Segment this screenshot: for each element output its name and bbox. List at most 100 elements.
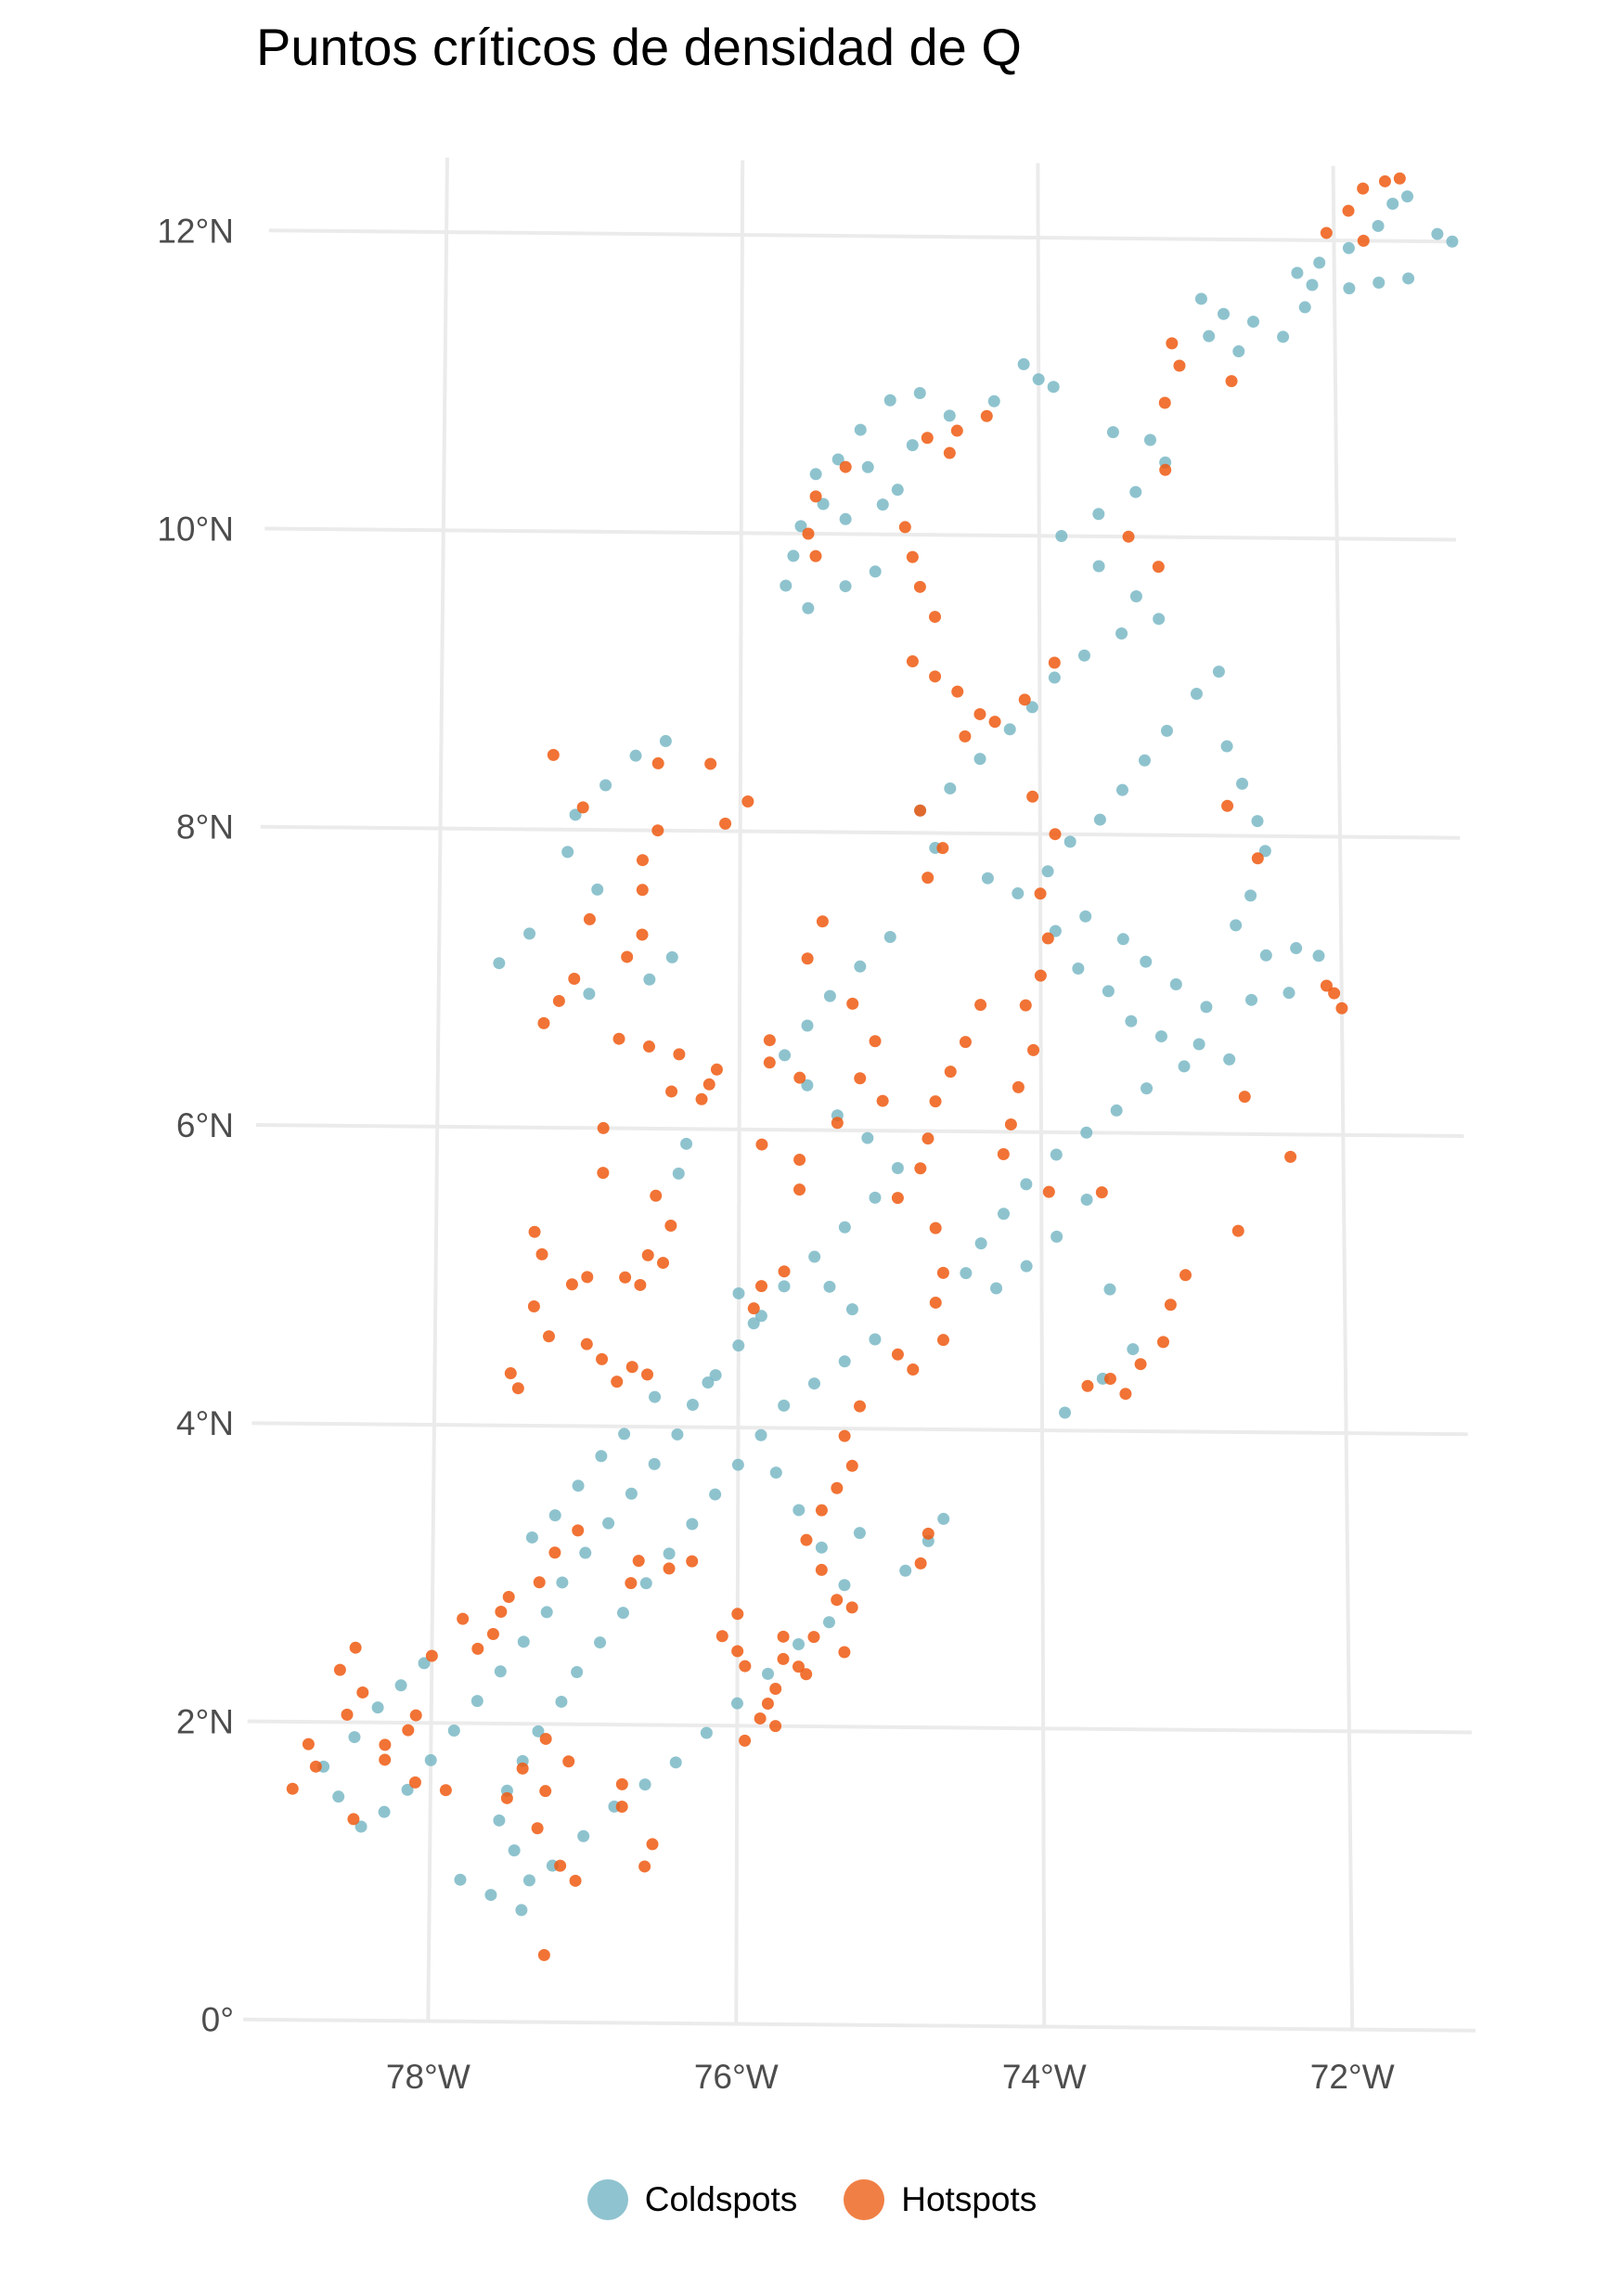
coldspot-point [802,601,815,614]
latitude-gridline [247,1719,1472,1735]
coldspot-point [815,1541,828,1554]
hotspot-point [959,730,972,743]
hotspot-point [838,1429,851,1442]
hotspot-point [944,1066,957,1079]
coldspot-point [944,782,957,795]
coldspot-point [754,1310,767,1323]
hotspot-point [1158,396,1171,409]
hotspot-point [950,424,963,437]
coldspot-point [532,1725,545,1738]
hotspot-point [457,1612,470,1625]
hotspot-point [807,1631,820,1644]
coldspot-point [1115,783,1128,796]
coldspot-point [981,872,994,885]
hotspot-point [612,1032,625,1045]
coldspot-point [899,1564,912,1577]
coldspot-point [1217,307,1230,320]
hotspot-point [951,685,964,698]
hotspot-point [1173,359,1186,372]
hotspot-point [1378,174,1391,187]
hotspot-point [710,1063,723,1076]
latitude-tick-label: 8°N [176,808,234,846]
hotspot-point [611,1376,624,1389]
coldspot-point [663,1547,676,1560]
hotspot-point [1179,1269,1192,1282]
hotspot-point [809,549,822,562]
coldspot-point [793,1504,806,1517]
coldspot-point [779,1049,792,1062]
coldspot-point [1312,950,1325,963]
hotspot-point [922,1132,934,1145]
hotspot-point [673,1048,686,1061]
coldspot-point [577,1829,590,1842]
hotspot-point [309,1760,322,1773]
hotspot-point [906,655,919,668]
coldspot-point [1343,282,1356,295]
hotspots-legend-label: Hotspots [901,2180,1038,2218]
coldspot-point [1092,560,1105,573]
hotspot-point [778,1265,791,1278]
hotspot-point [846,997,859,1010]
hotspot-point [583,912,596,925]
coldspot-point [1223,1053,1236,1066]
coldspot-point [845,1303,858,1316]
latitude-tick-label: 12°N [157,212,234,250]
hotspot-point [763,1034,776,1047]
hotspot-point [800,1533,813,1546]
coldspot-point [1192,1038,1205,1051]
latitude-gridline [268,228,1452,244]
coldspot-point [1049,924,1062,937]
coldspot-point [1092,508,1105,521]
hotspot-point [286,1782,299,1795]
hotspot-point [1041,932,1054,945]
coldspot-point [1342,241,1355,254]
coldspot-point [838,1579,851,1592]
hotspot-point [1357,182,1370,195]
hotspot-point [531,1822,544,1835]
coldspot-point [778,1399,791,1412]
hotspot-point [1156,1336,1169,1349]
hotspot-point [615,1777,628,1790]
latitude-tick-label: 0° [201,2001,234,2039]
hotspot-point [638,1860,651,1873]
coldspot-point [371,1701,384,1714]
coldspot-point [876,498,889,511]
hotspot-point [636,928,649,941]
coldspot-point [1110,1104,1123,1117]
hotspot-point [663,1562,676,1575]
coldspot-point [1230,919,1243,932]
hotspot-point [642,1040,655,1053]
hotspot-point [1026,790,1039,803]
coldspot-point [493,957,506,970]
coldspot-point [778,1280,791,1293]
coldspot-point [561,846,574,859]
coldspot-point [1020,1260,1033,1273]
coldspot-point [1141,1082,1154,1095]
longitude-gridline [1331,165,1355,2030]
coldspot-point [839,580,852,593]
hotspot-point [597,1167,610,1180]
hotspot-point [869,1035,882,1048]
hotspot-point [1284,1150,1297,1163]
coldspot-point [1190,688,1203,701]
hotspot-point [572,1524,585,1537]
hotspot-point [636,884,649,897]
coldspot-point [1063,835,1076,848]
coldspot-point [891,1162,904,1175]
coldspot-point [470,1695,483,1708]
hotspot-point [831,1117,844,1130]
hotspot-point [922,1527,934,1540]
coldspot-point [769,1466,782,1479]
hotspot-point [1320,979,1333,992]
coldspot-point [1154,1030,1167,1043]
hotspot-point [565,1278,578,1291]
hotspot-point [891,1192,904,1205]
coldspot-point [556,1576,569,1589]
coldspot-point [793,1638,806,1651]
hotspot-point [929,670,942,683]
coldspot-point [1127,1343,1140,1356]
coldspot-point [1153,613,1166,626]
coldspot-point [787,549,800,562]
hotspot-point [552,994,565,1007]
coldspot-point [1212,665,1225,678]
